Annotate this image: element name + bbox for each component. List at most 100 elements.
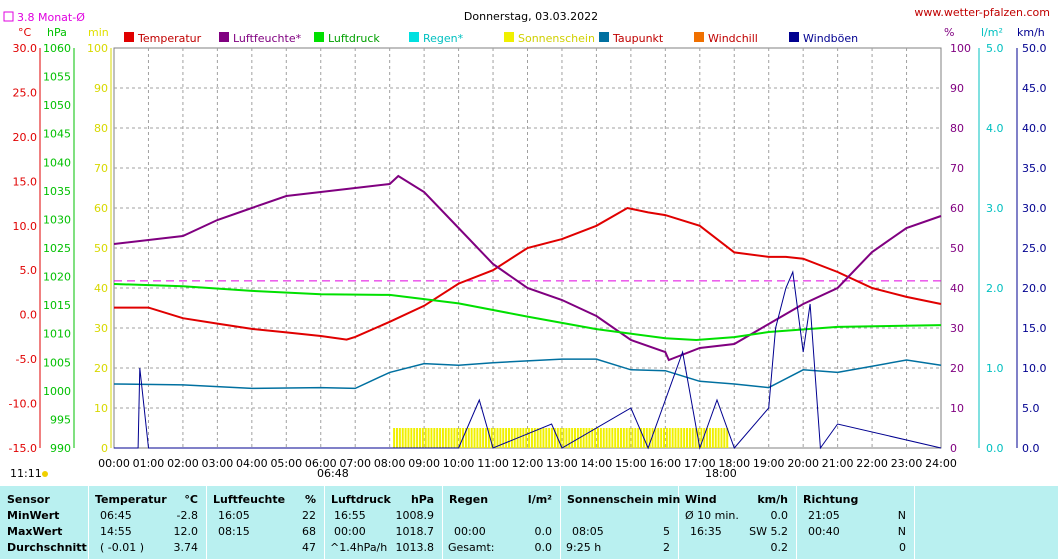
legend-label-taupunkt: Taupunkt: [612, 32, 664, 45]
sunshine-bar: [459, 428, 462, 448]
stats-value: 22: [302, 509, 316, 522]
x-tick-label: 10:00: [443, 457, 475, 470]
wind-tick-label: 20.0: [1022, 282, 1047, 295]
stats-col-humidity: Luftfeuchte % 16:05 22 08:15 68 47: [206, 486, 325, 559]
pressure-unit-label: hPa: [47, 26, 67, 39]
stats-time: ( -0.01 ): [100, 541, 145, 554]
pressure-tick-label: 1020: [43, 271, 71, 284]
sunshine-bar: [519, 428, 522, 448]
sunshine-bar: [648, 428, 651, 448]
legend-swatch-windchill: [694, 32, 704, 42]
sunshine-bar: [654, 428, 657, 448]
minutes-unit-label: min: [88, 26, 109, 39]
site-link[interactable]: www.wetter-pfalzen.com: [914, 6, 1050, 19]
clock-label: 11:11: [10, 467, 42, 480]
stats-value: 0.0: [770, 509, 789, 522]
x-tick-label: 04:00: [236, 457, 268, 470]
pressure-tick-label: 1050: [43, 99, 71, 112]
sunshine-bar: [490, 428, 493, 448]
stats-header-wind: Wind: [685, 493, 717, 506]
stats-header-sensor: Sensor: [7, 493, 50, 506]
humidity-tick-label: 70: [950, 162, 964, 175]
sunshine-bar: [614, 428, 617, 448]
sunshine-bar: [427, 428, 430, 448]
sunshine-bar: [393, 428, 396, 448]
sunshine-bar: [706, 428, 709, 448]
sunshine-bar: [395, 428, 398, 448]
sunshine-bar: [694, 428, 697, 448]
stats-value: 68: [302, 525, 316, 538]
humidity-tick-label: 20: [950, 362, 964, 375]
temp-tick-label: -5.0: [16, 353, 37, 366]
legend-label-regen: Regen*: [423, 32, 464, 45]
sunshine-bar: [657, 428, 660, 448]
stats-time: 16:55: [334, 509, 366, 522]
temp-unit-label: °C: [18, 26, 32, 39]
sunshine-bar: [708, 428, 711, 448]
pressure-tick-label: 995: [50, 413, 71, 426]
sunset-label: 18:00: [705, 467, 737, 480]
x-tick-label: 07:00: [339, 457, 371, 470]
series-line-luftfeuchte: [113, 174, 942, 362]
minutes-tick-label: 40: [94, 282, 108, 295]
x-tick-label: 02:00: [167, 457, 199, 470]
sunshine-bar: [525, 428, 528, 448]
stats-value: 3.74: [173, 541, 199, 554]
stats-value: N: [897, 509, 906, 522]
stats-total-label: Gesamt:: [448, 541, 495, 554]
stats-time: 00:00: [454, 525, 486, 538]
sunshine-bar: [599, 428, 602, 448]
x-tick-label: 01:00: [133, 457, 165, 470]
rain-tick-label: 4.0: [986, 122, 1004, 135]
sunshine-bar: [588, 428, 591, 448]
sunshine-bar: [473, 428, 476, 448]
stats-col-sensor: Sensor MinWert MaxWert Durchschnitt: [0, 486, 89, 559]
pressure-tick-label: 1060: [43, 42, 71, 55]
wind-tick-label: 45.0: [1022, 82, 1047, 95]
x-tick-label: 19:00: [753, 457, 785, 470]
stats-time: 21:05: [808, 509, 840, 522]
sunshine-bar: [530, 428, 533, 448]
stats-trend: ^1.4hPa/h: [330, 541, 388, 554]
stats-unit-temperature: °C: [184, 493, 198, 506]
legend-swatch-luftfeuchte: [219, 32, 229, 42]
sunshine-bar: [700, 428, 703, 448]
stats-header-pressure: Luftdruck: [331, 493, 391, 506]
sunshine-bar: [680, 428, 683, 448]
rain-tick-label: 2.0: [986, 282, 1004, 295]
humidity-tick-label: 90: [950, 82, 964, 95]
legend: Temperatur Luftfeuchte* Luftdruck Regen*…: [124, 32, 858, 45]
pressure-tick-label: 1015: [43, 299, 71, 312]
sunshine-bar: [513, 428, 516, 448]
x-tick-label: 03:00: [202, 457, 234, 470]
sunshine-bar: [596, 428, 599, 448]
temp-tick-label: 20.0: [13, 131, 38, 144]
sunshine-bar: [640, 428, 643, 448]
minutes-tick-label: 90: [94, 82, 108, 95]
axis-ticks: 00:00 01:00 02:00 03:00 04:00 05:00 06:00 07:00…: [9, 42, 1047, 470]
x-tick-label: 05:00: [270, 457, 302, 470]
sunshine-bar: [467, 428, 470, 448]
wind-tick-label: 30.0: [1022, 202, 1047, 215]
sunshine-bar: [714, 428, 717, 448]
humidity-tick-label: 50: [950, 242, 964, 255]
sunshine-bar: [660, 428, 663, 448]
sunshine-bar: [510, 428, 513, 448]
stats-value: 47: [302, 541, 316, 554]
minutes-tick-label: 0: [101, 442, 108, 455]
x-tick-label: 16:00: [649, 457, 681, 470]
minutes-tick-label: 20: [94, 362, 108, 375]
sunshine-bar: [637, 428, 640, 448]
pressure-tick-label: 990: [50, 442, 71, 455]
sunshine-bar: [450, 428, 453, 448]
x-tick-label: 00:00: [98, 457, 130, 470]
sunshine-bar: [533, 428, 536, 448]
stats-unit-rain: l/m²: [527, 493, 552, 506]
x-tick-label: 15:00: [615, 457, 647, 470]
pressure-tick-label: 1045: [43, 128, 71, 141]
sunshine-bar: [631, 428, 634, 448]
stats-col-temperature: Temperatur °C 06:45 -2.8 14:55 12.0 ( -0…: [88, 486, 207, 559]
sunshine-bar: [625, 428, 628, 448]
sunshine-bars: [393, 428, 729, 448]
legend-label-sonnenschein: Sonnenschein: [518, 32, 595, 45]
